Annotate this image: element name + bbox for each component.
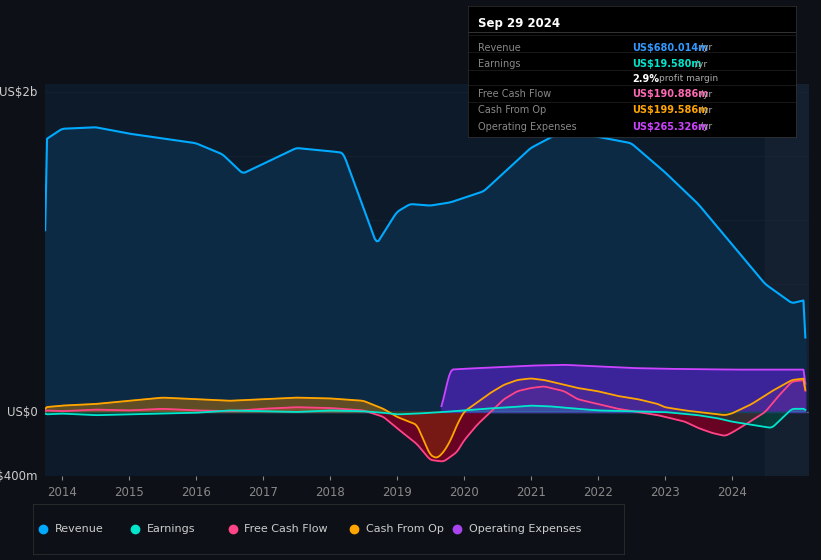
Text: /yr: /yr (700, 122, 713, 131)
Text: US$680.014m: US$680.014m (632, 43, 709, 53)
Text: Operating Expenses: Operating Expenses (478, 122, 576, 132)
Text: Free Cash Flow: Free Cash Flow (478, 90, 551, 100)
Text: US$190.886m: US$190.886m (632, 90, 709, 100)
Text: Cash From Op: Cash From Op (365, 524, 443, 534)
Text: US$265.326m: US$265.326m (632, 122, 709, 132)
Text: Earnings: Earnings (147, 524, 195, 534)
Text: US$19.580m: US$19.580m (632, 59, 702, 69)
Text: /yr: /yr (700, 106, 713, 115)
Text: /yr: /yr (700, 43, 713, 52)
Text: US$0: US$0 (7, 405, 38, 418)
Text: Cash From Op: Cash From Op (478, 105, 546, 115)
Text: US$2b: US$2b (0, 86, 38, 99)
Text: -US$400m: -US$400m (0, 469, 38, 483)
Text: profit margin: profit margin (659, 74, 718, 83)
Text: /yr: /yr (700, 90, 713, 99)
Text: Sep 29 2024: Sep 29 2024 (478, 17, 560, 30)
Text: Earnings: Earnings (478, 59, 521, 69)
Text: /yr: /yr (695, 60, 707, 69)
Text: Operating Expenses: Operating Expenses (469, 524, 581, 534)
Text: 2.9%: 2.9% (632, 73, 659, 83)
Text: Free Cash Flow: Free Cash Flow (245, 524, 328, 534)
Text: Revenue: Revenue (478, 43, 521, 53)
Text: US$199.586m: US$199.586m (632, 105, 709, 115)
Bar (765, 84, 809, 476)
Text: Revenue: Revenue (55, 524, 104, 534)
